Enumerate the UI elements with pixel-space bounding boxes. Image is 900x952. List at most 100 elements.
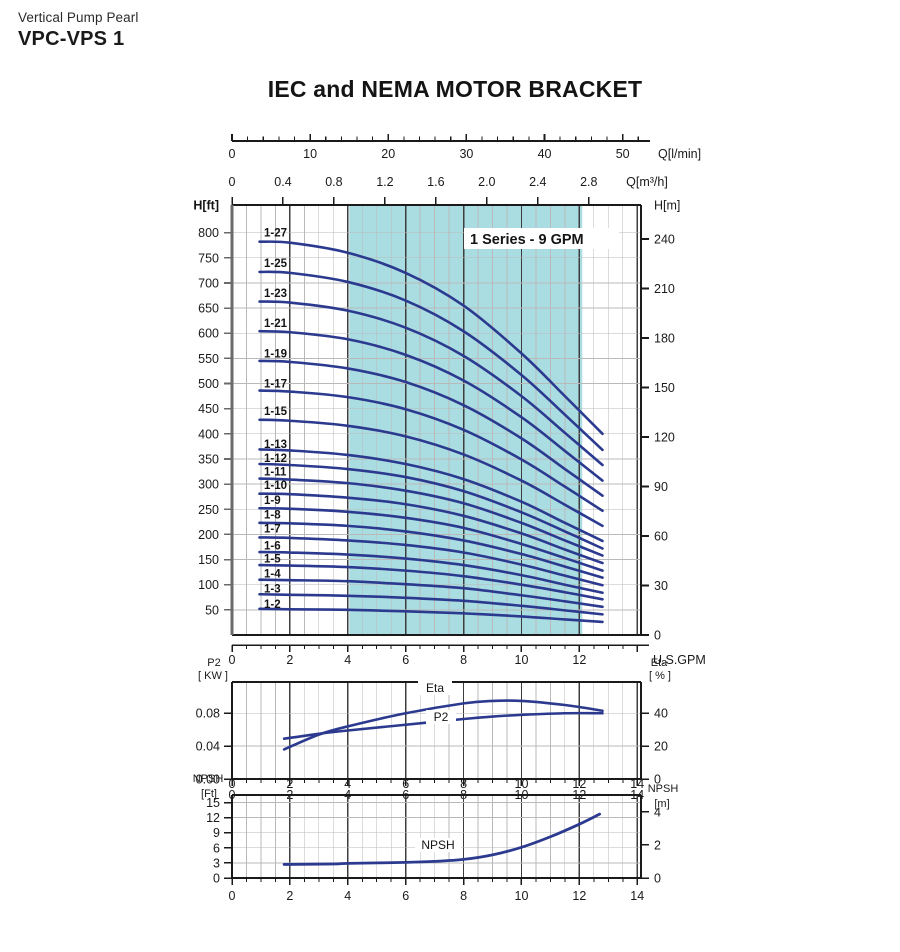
- top-axis-lpm-tick-label: 30: [459, 147, 473, 161]
- power-left-tick-label: 0.08: [196, 707, 220, 721]
- left-axis-tick-label: 500: [198, 377, 219, 391]
- head-curve: [258, 563, 604, 601]
- head-curve: [258, 492, 604, 565]
- npsh-left-tick-label: 15: [206, 796, 220, 810]
- head-curve: [258, 462, 604, 550]
- top-axis-lpm-tick-label: 0: [229, 147, 236, 161]
- top-axis-lpm-tick-label: 10: [303, 147, 317, 161]
- npsh-right-tick-label: 0: [654, 872, 661, 886]
- npsh-left-tick-label: 12: [206, 811, 220, 825]
- left-axis-tick-label: 400: [198, 427, 219, 441]
- power-left-axis-title-2: [ KW ]: [198, 670, 228, 682]
- band-annotation: 1 Series - 9 GPM: [464, 228, 619, 249]
- right-axis-tick-label: 240: [654, 232, 675, 246]
- head-curve: [258, 329, 604, 482]
- curve-label: 1-11: [264, 467, 287, 479]
- top-axis-m3h: 0 0.4 0.8 1.2 1.6 2.0 2.4 2.8 Q[m³/h]: [229, 175, 668, 205]
- p2-curve: [282, 711, 604, 741]
- npsh-bottom-tick-label: 6: [402, 889, 409, 903]
- left-axis-tick-label: 250: [198, 503, 219, 517]
- head-curve: [258, 270, 604, 452]
- head-curve: [258, 389, 604, 513]
- left-axis-tick-label: 200: [198, 528, 219, 542]
- top-axis-m3h-tick-label: 0: [229, 175, 236, 189]
- left-axis-tick-label: 550: [198, 352, 219, 366]
- npsh-top-tick-label: 4: [344, 777, 351, 791]
- npsh-top-tick-label: 12: [572, 777, 586, 791]
- curve-label: 1-3: [264, 584, 281, 596]
- bottom-axis-tick-label: 4: [344, 653, 351, 667]
- head-curve: [258, 240, 604, 436]
- curve-label: 1-2: [264, 599, 281, 611]
- curve-label: 1-5: [264, 554, 281, 566]
- product-family-label: Vertical Pump Pearl: [18, 10, 139, 25]
- bottom-axis-tick-label: 0: [229, 653, 236, 667]
- top-axis-m3h-tick-label: 0.4: [274, 175, 291, 189]
- curve-label: 1-9: [264, 495, 281, 507]
- left-axis-title: H[ft]: [193, 199, 219, 213]
- band-annotation-bg: [464, 228, 619, 249]
- head-curve: [258, 506, 604, 572]
- eta-curve: [282, 699, 604, 751]
- npsh-bottom-tick-label: 14: [630, 889, 644, 903]
- top-axis-lpm: 0 10 20 30 40 50 Q[l/min]: [229, 134, 701, 161]
- npsh-label-bg: [415, 838, 461, 852]
- left-axis-tick-label: 150: [198, 553, 219, 567]
- page-title-text: IEC and NEMA MOTOR BRACKET: [267, 76, 643, 102]
- curve-label: 1-12: [264, 453, 287, 465]
- left-axis-tick-label: 750: [198, 251, 219, 265]
- right-axis-tick-label: 150: [654, 381, 675, 395]
- curve-label: 1-7: [264, 523, 281, 535]
- bottom-axis-title: U.S.GPM: [653, 653, 706, 667]
- top-axis-m3h-tick-label: 1.2: [376, 175, 393, 189]
- left-axis-tick-label: 50: [205, 603, 219, 617]
- npsh-bottom-tick-label: 0: [229, 889, 236, 903]
- bottom-axis-tick-label: 6: [402, 653, 409, 667]
- right-axis-tick-label: 120: [654, 430, 675, 444]
- npsh-bottom-tick-label: 10: [515, 889, 529, 903]
- curve-label: 1-15: [264, 406, 288, 418]
- head-curve: [258, 359, 604, 497]
- curve-label: 1-10: [264, 480, 287, 492]
- eta-label: Eta: [426, 681, 444, 695]
- npsh-bottom-tick-label: 2: [286, 889, 293, 903]
- top-axis-lpm-tick-label: 20: [381, 147, 395, 161]
- curve-label: 1-8: [264, 509, 281, 521]
- top-axis-m3h-title: Q[m³/h]: [626, 175, 668, 189]
- npsh-right-axis-title-1: NPSH: [648, 783, 679, 795]
- right-axis-tick-label: 90: [654, 480, 668, 494]
- curve-label: 1-27: [264, 228, 287, 240]
- npsh-bottom-tick-label: 8: [460, 889, 467, 903]
- power-right-tick-label: 40: [654, 707, 668, 721]
- top-axis-m3h-tick-label: 2.8: [580, 175, 597, 189]
- bottom-axis-gpm: 0 2 4 6 8 10 12 U.S.GPM: [229, 644, 706, 667]
- head-curve: [258, 607, 604, 624]
- curve-label: 1-21: [264, 318, 288, 330]
- right-axis-tick-label: 0: [654, 629, 661, 643]
- head-curve: [258, 578, 604, 609]
- power-right-tick-label: 20: [654, 740, 668, 754]
- eta-label-bg: [418, 681, 452, 695]
- curve-label: 1-6: [264, 540, 281, 552]
- p2-label: P2: [434, 710, 449, 724]
- main-chart: 5010015020025030035040045050055060065070…: [193, 199, 680, 643]
- head-curve: [258, 592, 604, 616]
- npsh-top-tick-label: 0: [229, 777, 236, 791]
- right-axis-title: H[m]: [654, 199, 680, 213]
- head-curve: [258, 300, 604, 467]
- head-curve: [258, 536, 604, 587]
- npsh-left-axis-title-1: NPSH: [193, 773, 224, 785]
- left-axis-tick-label: 350: [198, 452, 219, 466]
- left-axis-tick-label: 650: [198, 302, 219, 316]
- p2-label-bg: [426, 710, 456, 724]
- npsh-bottom-tick-label: 4: [344, 889, 351, 903]
- curve-label: 1-25: [264, 258, 288, 270]
- head-curve: [258, 550, 604, 595]
- top-axis-m3h-tick-label: 2.4: [529, 175, 546, 189]
- left-axis-tick-label: 300: [198, 478, 219, 492]
- npsh-right-tick-label: 4: [654, 805, 661, 819]
- bottom-axis-tick-label: 2: [286, 653, 293, 667]
- npsh-right-axis-title-2: [m]: [654, 798, 669, 810]
